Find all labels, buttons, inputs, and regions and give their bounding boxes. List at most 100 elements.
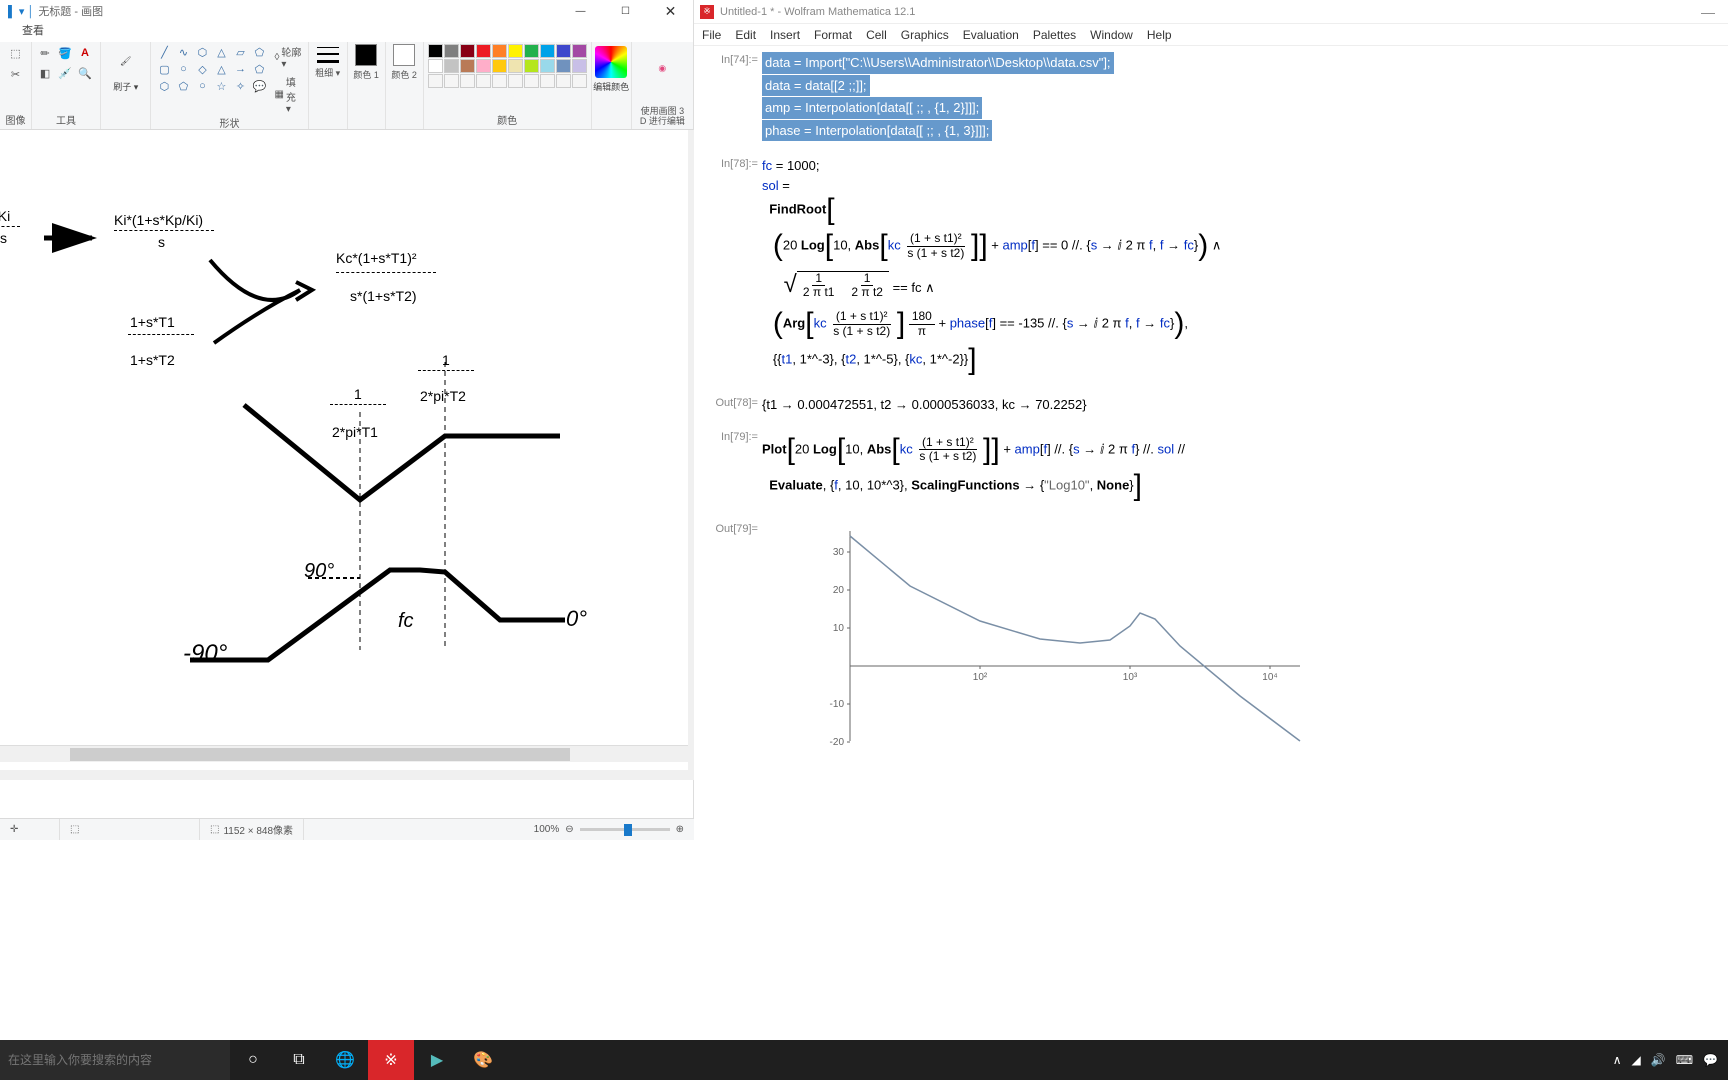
menu-file[interactable]: File (702, 28, 721, 42)
paint-canvas-area[interactable]: Kp*s+Ki s Ki*(1+s*Kp/Ki) s 1+s*T1 1+s*T2… (0, 130, 694, 780)
svg-text:10³: 10³ (1123, 672, 1138, 683)
palette-swatch[interactable] (508, 74, 523, 88)
palette-swatch[interactable] (460, 59, 475, 73)
cell-in-79[interactable]: In[79]:= Plot[20 Log[10, Abs[kc (1 + s t… (704, 429, 1718, 507)
edit-colors-button[interactable]: 编辑颜色 (592, 44, 630, 94)
minimize-button[interactable]: — (558, 0, 603, 22)
palette-swatch[interactable] (572, 44, 587, 58)
paint3d-button[interactable]: ◉ (643, 44, 681, 94)
tray-icon[interactable]: 🔊 (1651, 1053, 1666, 1067)
palette-swatch[interactable] (476, 59, 491, 73)
palette-swatch[interactable] (508, 44, 523, 58)
fill-icon[interactable]: 🪣 (56, 44, 74, 62)
paint-task-icon[interactable]: 🎨 (460, 1040, 506, 1080)
brushes-button[interactable]: 🖌 刷子 ▾ (107, 44, 145, 94)
palette-swatch[interactable] (476, 74, 491, 88)
paint-canvas[interactable]: Kp*s+Ki s Ki*(1+s*Kp/Ki) s 1+s*T1 1+s*T2… (0, 130, 688, 770)
menu-graphics[interactable]: Graphics (901, 28, 949, 42)
palette-swatch[interactable] (556, 74, 571, 88)
media-icon[interactable]: ▶ (414, 1040, 460, 1080)
shapes-gallery[interactable]: ╱∿⬡△▱⬠ ▢○◇△→⬠ ⬡⬠○☆✧💬 (155, 44, 268, 115)
cell-in-74[interactable]: In[74]:= data = Import["C:\\Users\\Admin… (704, 52, 1718, 142)
windows-taskbar[interactable]: ○ ⧉ 🌐 ※ ▶ 🎨 ∧ ◢ 🔊 ⌨ 💬 (0, 1040, 1728, 1080)
search-input[interactable] (8, 1053, 230, 1067)
taskview-icon[interactable]: ⧉ (276, 1040, 322, 1080)
palette-swatch[interactable] (444, 59, 459, 73)
palette-swatch[interactable] (540, 59, 555, 73)
palette-swatch[interactable] (428, 59, 443, 73)
palette-swatch[interactable] (524, 44, 539, 58)
crop-icon[interactable]: ✂ (7, 65, 25, 83)
palette-swatch[interactable] (444, 74, 459, 88)
palette-swatch[interactable] (460, 44, 475, 58)
zoom-icon[interactable]: 🔍 (76, 64, 94, 82)
select-icon[interactable]: ⬚ (7, 44, 25, 62)
paint-titlebar[interactable]: ▌ ▾ │ 无标题 - 画图 — ☐ ✕ (0, 0, 693, 22)
palette-swatch[interactable] (476, 44, 491, 58)
palette-swatch[interactable] (492, 59, 507, 73)
palette-swatch[interactable] (556, 44, 571, 58)
picker-icon[interactable]: 💉 (56, 64, 74, 82)
paint-tab-view[interactable]: 查看 (0, 22, 693, 42)
color-palette[interactable] (428, 44, 587, 88)
tray-icon[interactable]: ◢ (1632, 1053, 1641, 1067)
paint-window: ▌ ▾ │ 无标题 - 画图 — ☐ ✕ 查看 ⬚ ✂ 图像 ✏ 🪣 (0, 0, 694, 840)
eraser-icon[interactable]: ◧ (36, 64, 54, 82)
menu-palettes[interactable]: Palettes (1033, 28, 1076, 42)
palette-swatch[interactable] (540, 74, 555, 88)
taskbar-search[interactable] (0, 1040, 230, 1080)
menu-format[interactable]: Format (814, 28, 852, 42)
canvas-hscrollbar[interactable] (0, 745, 688, 762)
palette-swatch[interactable] (572, 59, 587, 73)
palette-swatch[interactable] (428, 74, 443, 88)
palette-swatch[interactable] (524, 59, 539, 73)
palette-swatch[interactable] (572, 74, 587, 88)
shape-outline-button[interactable]: ◊轮廓 ▾ (274, 44, 303, 70)
menu-edit[interactable]: Edit (735, 28, 756, 42)
code-line[interactable]: data = Import["C:\\Users\\Administrator\… (762, 52, 1114, 74)
mathematica-task-icon[interactable]: ※ (368, 1040, 414, 1080)
palette-swatch[interactable] (508, 59, 523, 73)
zoom-slider[interactable] (580, 828, 670, 831)
cell-in-78[interactable]: In[78]:= fc = 1000; sol = FindRoot[ (20 … (704, 156, 1718, 381)
minimize-button[interactable]: — (1688, 4, 1728, 20)
tray-icon[interactable]: ∧ (1613, 1053, 1622, 1067)
zoom-in-button[interactable]: ⊕ (676, 824, 684, 835)
thickness-button[interactable]: 粗细 ▾ (313, 44, 343, 94)
palette-swatch[interactable] (492, 74, 507, 88)
palette-swatch[interactable] (460, 74, 475, 88)
tray-icon[interactable]: ⌨ (1676, 1053, 1693, 1067)
chrome-icon[interactable]: 🌐 (322, 1040, 368, 1080)
palette-swatch[interactable] (540, 44, 555, 58)
palette-swatch[interactable] (492, 44, 507, 58)
maximize-button[interactable]: ☐ (603, 0, 648, 22)
mathematica-menubar[interactable]: File Edit Insert Format Cell Graphics Evaluati… (694, 24, 1728, 46)
color1-button[interactable]: 颜色 1 (351, 44, 381, 94)
code-line[interactable]: amp = Interpolation[data[[ ;; , {1, 2}]]… (762, 97, 982, 119)
system-tray[interactable]: ∧ ◢ 🔊 ⌨ 💬 (1613, 1053, 1728, 1067)
tray-icon[interactable]: 💬 (1703, 1053, 1718, 1067)
close-button[interactable]: ✕ (648, 0, 693, 22)
palette-swatch[interactable] (556, 59, 571, 73)
code-line[interactable]: data = data[[2 ;;]]; (762, 75, 870, 97)
zoom-out-button[interactable]: ⊖ (565, 824, 573, 835)
mathematica-titlebar[interactable]: ※ Untitled-1 * - Wolfram Mathematica 12.… (694, 0, 1728, 24)
text-icon[interactable]: A (76, 44, 94, 62)
cortana-icon[interactable]: ○ (230, 1040, 276, 1080)
palette-swatch[interactable] (524, 74, 539, 88)
shape-fill-button[interactable]: ▦填充 ▾ (274, 74, 303, 115)
menu-window[interactable]: Window (1090, 28, 1133, 42)
menu-evaluation[interactable]: Evaluation (963, 28, 1019, 42)
palette-swatch[interactable] (428, 44, 443, 58)
pencil-icon[interactable]: ✏ (36, 44, 54, 62)
notebook-area[interactable]: In[74]:= data = Import["C:\\Users\\Admin… (694, 46, 1728, 840)
color2-button[interactable]: 颜色 2 (389, 44, 419, 94)
menu-insert[interactable]: Insert (770, 28, 800, 42)
menu-cell[interactable]: Cell (866, 28, 887, 42)
svg-text:20: 20 (833, 585, 845, 596)
palette-swatch[interactable] (444, 44, 459, 58)
group-colors-label: 颜色 (428, 112, 587, 129)
menu-help[interactable]: Help (1147, 28, 1172, 42)
status-pos: ✛ (0, 819, 60, 840)
code-line[interactable]: phase = Interpolation[data[[ ;; , {1, 3}… (762, 120, 992, 142)
